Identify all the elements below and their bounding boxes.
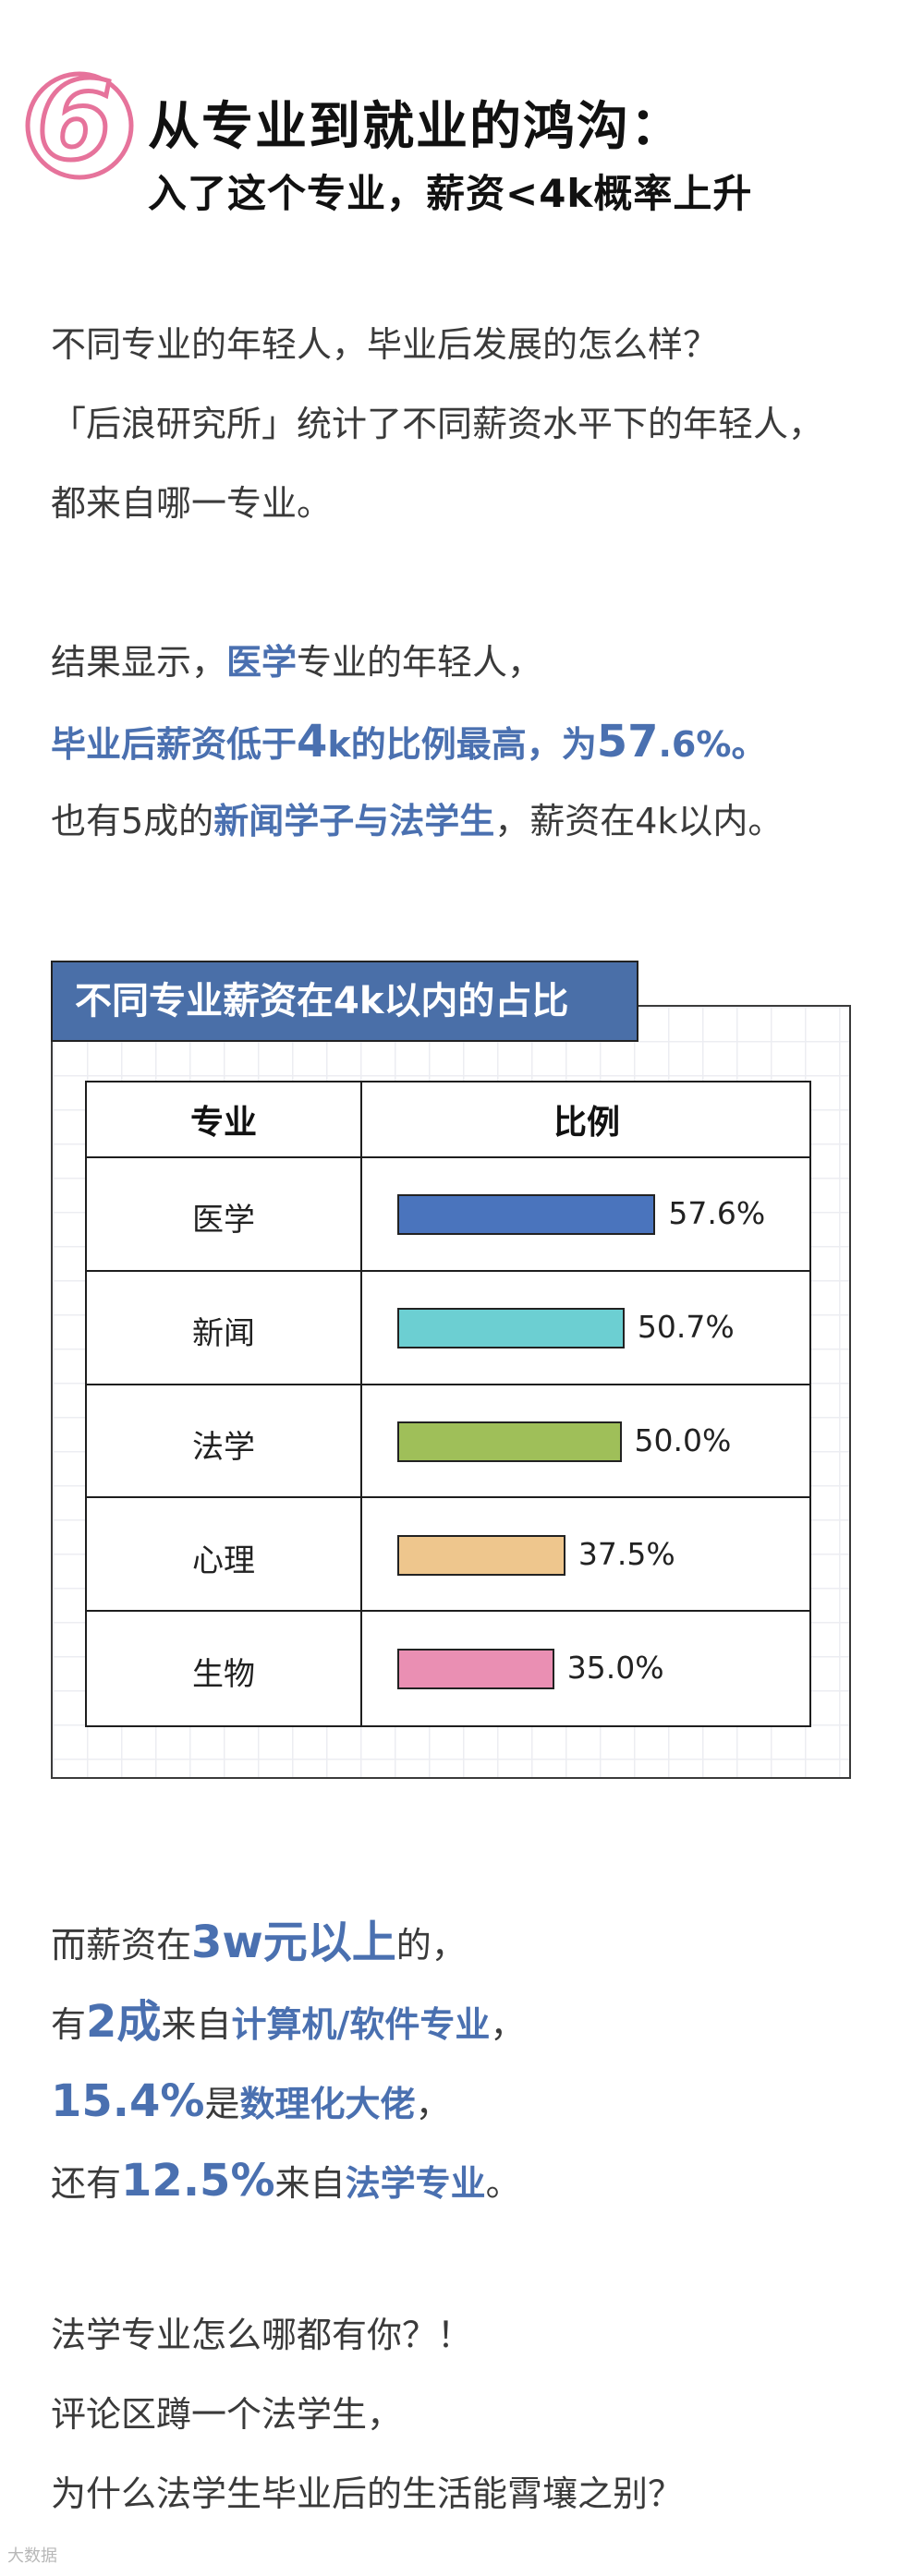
- closing-paragraph: 法学专业怎么哪都有你？！ 评论区蹲一个法学生， 为什么法学生毕业后的生活能霄壤之…: [51, 2295, 901, 2534]
- ratio-bar: [397, 1194, 656, 1236]
- text: 专业的年轻人，: [297, 642, 543, 683]
- high-pay-line: 有2成来自计算机/软件专业，: [51, 1982, 901, 2062]
- row-divider: [87, 1383, 809, 1385]
- closing-line: 评论区蹲一个法学生，: [51, 2394, 403, 2435]
- text: 。: [485, 2163, 521, 2204]
- highlight-text: 毕业后薪资低于: [51, 724, 298, 765]
- text: ，: [490, 2004, 526, 2045]
- row-divider: [87, 1269, 809, 1272]
- text: 来自: [274, 2163, 346, 2204]
- highlight-text: 法学专业: [345, 2163, 486, 2204]
- ratio-value-label: 50.7%: [637, 1309, 735, 1346]
- high-pay-line: 还有12.5%来自法学专业。: [51, 2141, 901, 2220]
- row-divider: [87, 1610, 809, 1613]
- major-name: 医学: [192, 1202, 255, 1240]
- highlight-number: 12.5%: [121, 2155, 275, 2207]
- highlight-text: 医学: [226, 642, 298, 683]
- header-divider: [87, 1156, 809, 1158]
- result-line: 也有5成的新闻学子与法学生，薪资在4k以内。: [51, 781, 901, 861]
- text: 也有5成的: [51, 801, 214, 841]
- column-divider: [360, 1082, 362, 1725]
- highlight-number: 4: [297, 716, 328, 768]
- intro-paragraph: 不同专业的年轻人，毕业后发展的怎么样？ 「后浪研究所」统计了不同薪资水平下的年轻…: [51, 305, 901, 543]
- text: ，薪资在4k以内。: [494, 801, 784, 841]
- column-header-major: 专业: [189, 1104, 257, 1142]
- ratio-value-label: 57.6%: [668, 1195, 766, 1232]
- major-name: 心理: [192, 1542, 255, 1579]
- text: 是: [204, 2084, 240, 2124]
- ratio-bar: [397, 1308, 625, 1349]
- column-header-ratio: 比例: [553, 1104, 620, 1142]
- closing-line: 法学专业怎么哪都有你？！: [51, 2315, 473, 2355]
- highlight-number: 15.4%: [51, 2075, 205, 2127]
- highlight-text: 3w元以上: [191, 1917, 396, 1968]
- highlight-text: 数理化大佬: [239, 2084, 416, 2124]
- result-line: 毕业后薪资低于4k的比例最高，为57.6%。: [51, 702, 901, 781]
- text: 还有: [51, 2163, 122, 2204]
- highlight-number: 57: [596, 716, 659, 768]
- high-pay-paragraph: 而薪资在3w元以上的， 有2成来自计算机/软件专业， 15.4%是数理化大佬， …: [51, 1903, 901, 2220]
- high-pay-line: 而薪资在3w元以上的，: [51, 1903, 901, 1982]
- highlight-text: 2成: [86, 1996, 162, 2048]
- ratio-bar: [397, 1421, 622, 1462]
- major-name: 生物: [192, 1655, 255, 1693]
- major-name: 新闻: [192, 1315, 255, 1353]
- ratio-value-label: 37.5%: [578, 1535, 675, 1572]
- text: 有: [51, 2004, 87, 2045]
- ratio-bar: [397, 1648, 554, 1689]
- text: ，: [415, 2084, 451, 2124]
- intro-line: 都来自哪一专业。: [51, 483, 333, 524]
- highlight-text: 计算机/软件专业: [231, 2004, 491, 2045]
- high-pay-line: 15.4%是数理化大佬，: [51, 2062, 901, 2141]
- text: 来自: [161, 2004, 232, 2045]
- chart-title: 不同专业薪资在4k以内的占比: [51, 961, 638, 1042]
- intro-line: 不同专业的年轻人，毕业后发展的怎么样？: [51, 324, 719, 365]
- result-line: 结果显示，医学专业的年轻人，: [51, 623, 901, 702]
- highlight-text: 新闻学子与法学生: [213, 801, 495, 841]
- highlight-text: k的比例最高，为: [327, 724, 597, 765]
- highlight-text: .6%。: [658, 724, 767, 765]
- salary-table: 专业 比例 医学 57.6% 新闻 50.7% 法学 50.0% 心理 37.5% 生物 35.0…: [85, 1081, 811, 1727]
- major-name: 法学: [192, 1429, 255, 1466]
- text: 的，: [395, 1925, 467, 1965]
- result-paragraph: 结果显示，医学专业的年轻人， 毕业后薪资低于4k的比例最高，为57.6%。 也有…: [51, 623, 901, 861]
- ratio-value-label: 50.0%: [634, 1422, 732, 1458]
- section-number-badge: 6: [34, 54, 115, 187]
- row-divider: [87, 1496, 809, 1499]
- ratio-value-label: 35.0%: [566, 1649, 664, 1686]
- intro-line: 「后浪研究所」统计了不同薪资水平下的年轻人，: [51, 404, 824, 444]
- ratio-bar: [397, 1534, 565, 1576]
- text: 而薪资在: [51, 1925, 192, 1965]
- closing-line: 为什么法学生毕业后的生活能霄壤之别？: [51, 2473, 684, 2514]
- section-title: 从专业到就业的鸿沟：: [148, 97, 684, 157]
- badge-circle: [25, 71, 134, 180]
- section-subtitle: 入了这个专业，薪资<4k概率上升: [148, 171, 753, 216]
- watermark: 大数据: [7, 2546, 57, 2566]
- text: 结果显示，: [51, 642, 227, 683]
